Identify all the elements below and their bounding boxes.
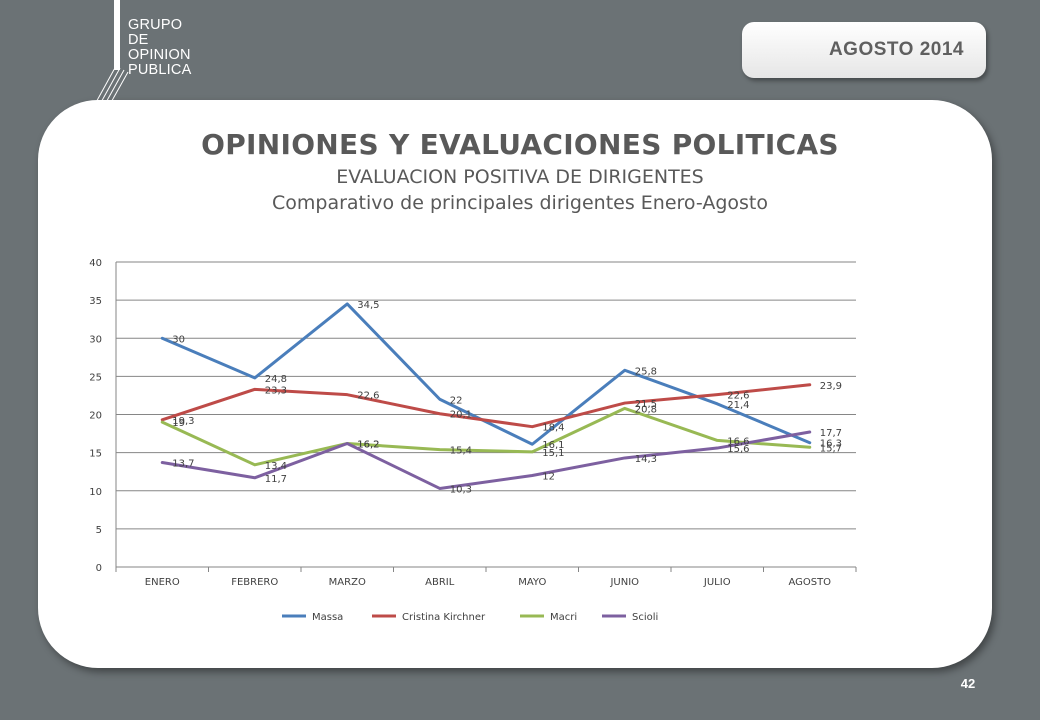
data-label-macri-1: 13,4	[265, 461, 287, 472]
logo-line-2: DE	[128, 32, 149, 48]
data-label-macri-4: 15,1	[542, 448, 564, 459]
legend-label-massa: Massa	[312, 612, 343, 623]
data-label-cristina-kirchner-1: 23,3	[265, 385, 287, 396]
data-label-massa-6: 21,4	[727, 400, 749, 411]
data-label-scioli-2: 16,2	[357, 439, 379, 450]
y-tick-label-0: 0	[96, 563, 102, 574]
data-label-scioli-7: 17,7	[820, 428, 842, 439]
data-label-cristina-kirchner-6: 22,6	[727, 391, 749, 402]
y-tick-label-35: 35	[89, 296, 102, 307]
logo-line-4: PUBLICA	[128, 62, 192, 78]
y-tick-label-20: 20	[89, 411, 102, 422]
y-tick-label-40: 40	[89, 258, 102, 269]
data-label-massa-7: 16,3	[820, 439, 842, 450]
content-card	[38, 100, 992, 668]
data-label-massa-1: 24,8	[265, 374, 287, 385]
data-label-massa-5: 25,8	[635, 366, 657, 377]
data-label-macri-6: 16,6	[727, 436, 749, 447]
x-tick-label-febrero: FEBRERO	[231, 577, 278, 588]
data-label-scioli-0: 13,7	[172, 459, 194, 470]
data-label-scioli-1: 11,7	[265, 474, 287, 485]
data-label-cristina-kirchner-3: 20,1	[450, 410, 472, 421]
y-tick-label-25: 25	[89, 372, 102, 383]
data-label-massa-2: 34,5	[357, 300, 379, 311]
data-label-cristina-kirchner-4: 18,4	[542, 423, 564, 434]
data-label-macri-7: 15,7	[820, 443, 842, 454]
series-line-macri	[160, 406, 812, 467]
data-label-massa-4: 16,1	[542, 440, 564, 451]
y-tick-label-10: 10	[89, 487, 102, 498]
data-label-macri-3: 15,4	[450, 446, 472, 457]
data-label-macri-2: 16,2	[357, 439, 379, 450]
page-title: OPINIONES Y EVALUACIONES POLITICAS	[201, 128, 839, 161]
x-tick-label-mayo: MAYO	[518, 577, 546, 588]
logo: GRUPO DE OPINION PUBLICA	[92, 0, 232, 110]
data-label-cristina-kirchner-2: 22,6	[357, 391, 379, 402]
x-tick-label-marzo: MARZO	[329, 577, 366, 588]
y-tick-label-30: 30	[89, 334, 102, 345]
data-label-macri-0: 19	[172, 418, 185, 429]
data-label-scioli-6: 15,6	[727, 444, 749, 455]
logo-wordmark: GRUPO DE OPINION PUBLICA	[128, 18, 191, 78]
y-tick-label-15: 15	[89, 449, 102, 460]
data-label-massa-3: 22	[450, 395, 463, 406]
x-tick-label-abril: ABRIL	[425, 577, 455, 588]
legend-label-cristina-kirchner: Cristina Kirchner	[402, 612, 486, 623]
page-number: 42	[960, 676, 976, 691]
series-line-scioli	[160, 430, 812, 490]
data-label-scioli-5: 14,3	[635, 454, 657, 465]
chart-subtitle: Comparativo de principales dirigentes En…	[271, 192, 768, 214]
date-badge: AGOSTO 2014	[742, 22, 986, 78]
logo-line-1: GRUPO	[128, 17, 183, 33]
data-label-scioli-4: 12	[542, 472, 555, 483]
data-label-cristina-kirchner-5: 21,5	[635, 399, 657, 410]
data-label-scioli-3: 10,3	[450, 484, 472, 495]
series-line-cristina-kirchner	[160, 383, 812, 429]
data-label-massa-0: 30	[172, 334, 185, 345]
logo-bar	[114, 0, 120, 70]
x-tick-label-julio: JULIO	[703, 577, 731, 588]
data-label-cristina-kirchner-7: 23,9	[820, 381, 842, 392]
series-line-massa	[160, 302, 812, 446]
legend-label-macri: Macri	[550, 612, 577, 623]
x-tick-label-agosto: AGOSTO	[788, 577, 831, 588]
x-tick-label-junio: JUNIO	[609, 577, 639, 588]
legend-label-scioli: Scioli	[632, 612, 658, 623]
y-tick-label-5: 5	[96, 525, 102, 536]
page-subtitle: EVALUACION POSITIVA DE DIRIGENTES	[336, 166, 704, 188]
data-label-cristina-kirchner-0: 19,3	[172, 416, 194, 427]
logo-line-3: OPINION	[128, 47, 191, 63]
data-label-macri-5: 20,8	[635, 404, 657, 415]
x-tick-label-enero: ENERO	[145, 577, 180, 588]
line-chart: 0 5 10 15 20 25 30 35 40 ENERO FEBRERO MARZO ABRIL MA…	[89, 258, 857, 623]
